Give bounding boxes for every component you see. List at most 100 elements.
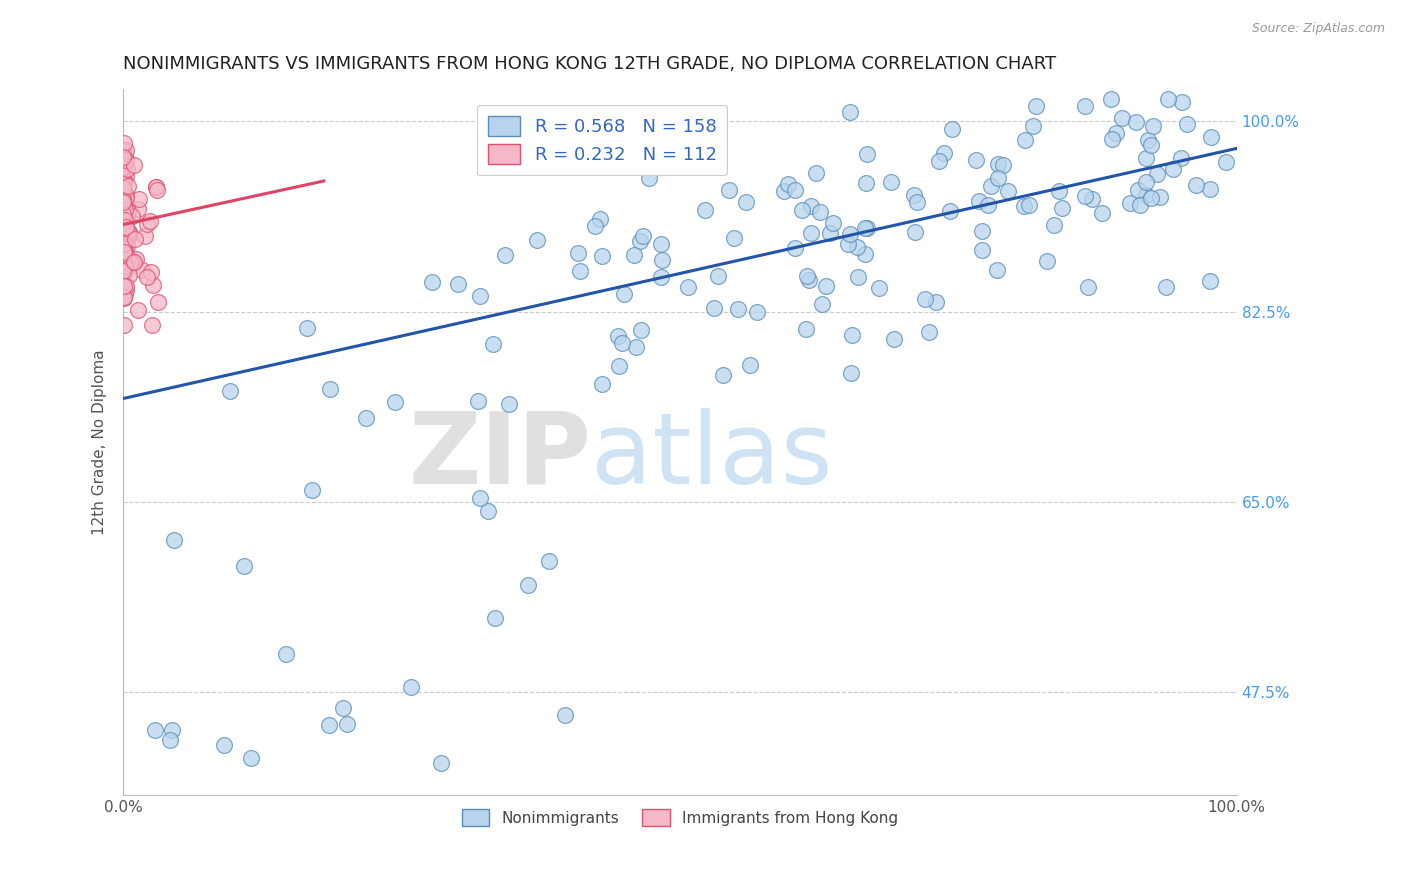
Point	[112, 193, 135, 207]
Point	[477, 504, 499, 518]
Point	[980, 178, 1002, 193]
Point	[526, 233, 548, 247]
Point	[136, 269, 159, 284]
Point	[121, 254, 143, 268]
Point	[114, 283, 136, 297]
Point	[219, 384, 242, 398]
Point	[112, 247, 135, 261]
Point	[808, 205, 831, 219]
Point	[112, 290, 135, 304]
Point	[112, 143, 135, 157]
Point	[115, 227, 138, 242]
Point	[987, 157, 1010, 171]
Point	[568, 264, 591, 278]
Point	[112, 204, 135, 219]
Point	[112, 176, 135, 190]
Point	[838, 104, 860, 119]
Point	[650, 237, 672, 252]
Point	[112, 172, 135, 186]
Point	[1171, 95, 1194, 110]
Point	[141, 318, 163, 332]
Point	[114, 244, 136, 258]
Point	[868, 281, 890, 295]
Point	[112, 207, 135, 221]
Point	[401, 680, 423, 694]
Point	[783, 241, 806, 255]
Point	[115, 191, 138, 205]
Point	[112, 180, 135, 194]
Point	[1135, 151, 1157, 165]
Point	[1135, 188, 1157, 202]
Point	[115, 153, 138, 167]
Point	[918, 325, 941, 339]
Point	[112, 251, 135, 265]
Point	[240, 751, 263, 765]
Point	[678, 280, 700, 294]
Point	[1185, 178, 1208, 193]
Point	[112, 243, 135, 257]
Point	[1091, 205, 1114, 219]
Point	[468, 491, 491, 506]
Point	[112, 225, 135, 239]
Point	[1142, 120, 1164, 134]
Point	[738, 358, 761, 372]
Point	[1140, 138, 1163, 153]
Point	[905, 194, 928, 209]
Point	[669, 155, 692, 169]
Point	[114, 190, 136, 204]
Point	[1154, 280, 1177, 294]
Point	[114, 286, 136, 301]
Point	[846, 269, 869, 284]
Point	[941, 122, 963, 136]
Point	[623, 248, 645, 262]
Point	[120, 255, 142, 269]
Point	[114, 278, 136, 293]
Point	[122, 158, 145, 172]
Point	[903, 187, 925, 202]
Point	[115, 227, 138, 241]
Point	[127, 202, 149, 216]
Point	[122, 255, 145, 269]
Point	[112, 221, 135, 235]
Point	[233, 558, 256, 573]
Point	[117, 257, 139, 271]
Point	[965, 153, 987, 167]
Point	[1012, 199, 1035, 213]
Point	[112, 180, 135, 194]
Point	[112, 183, 135, 197]
Point	[117, 231, 139, 245]
Point	[112, 237, 135, 252]
Point	[612, 287, 634, 301]
Point	[977, 198, 1000, 212]
Point	[880, 175, 903, 189]
Point	[142, 277, 165, 292]
Point	[112, 217, 135, 231]
Point	[1161, 162, 1184, 177]
Point	[591, 376, 613, 391]
Point	[967, 194, 990, 208]
Point	[1199, 130, 1222, 145]
Point	[112, 231, 135, 245]
Point	[1199, 274, 1222, 288]
Point	[939, 204, 962, 219]
Point	[117, 239, 139, 253]
Point	[332, 701, 354, 715]
Point	[114, 143, 136, 157]
Point	[384, 395, 406, 409]
Point	[159, 732, 181, 747]
Point	[796, 268, 818, 283]
Point	[115, 153, 138, 168]
Point	[212, 738, 235, 752]
Point	[633, 229, 655, 244]
Point	[554, 708, 576, 723]
Point	[1140, 191, 1163, 205]
Point	[295, 321, 318, 335]
Point	[1050, 202, 1073, 216]
Point	[112, 230, 135, 244]
Point	[114, 151, 136, 165]
Point	[637, 171, 659, 186]
Point	[727, 301, 749, 316]
Point	[997, 184, 1019, 198]
Point	[114, 227, 136, 242]
Point	[823, 216, 845, 230]
